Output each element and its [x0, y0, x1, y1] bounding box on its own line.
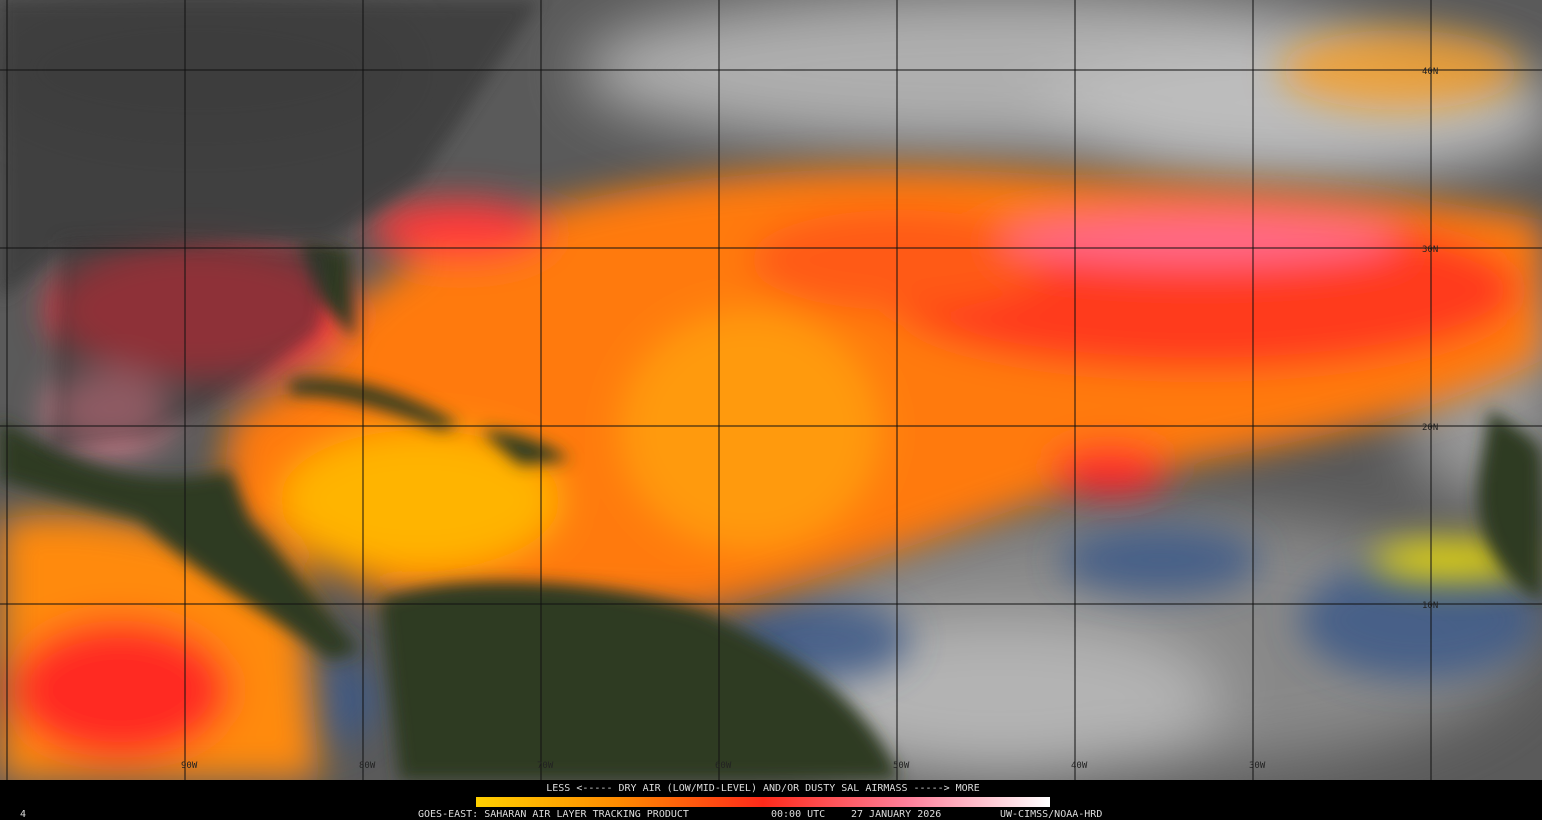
latitude-label: 40N [1422, 67, 1438, 77]
latitude-label: 30N [1422, 245, 1438, 255]
longitude-label: 30W [1249, 761, 1266, 771]
date: 27 JANUARY 2026 [851, 809, 941, 820]
colorbar [476, 797, 1050, 807]
longitude-label: 60W [715, 761, 732, 771]
latitude-label: 10N [1422, 601, 1438, 611]
longitude-label: 50W [893, 761, 910, 771]
longitude-label: 80W [359, 761, 376, 771]
latitude-label: 20N [1422, 423, 1438, 433]
graticule-labels: 90W 80W 70W 60W 50W 40W 30W 40N 30N 20N 10N [181, 67, 1438, 771]
longitude-label: 40W [1071, 761, 1088, 771]
legend-caption: LESS <----- DRY AIR (LOW/MID-LEVEL) AND/… [546, 783, 979, 794]
product-name: GOES-EAST: SAHARAN AIR LAYER TRACKING PR… [418, 809, 689, 820]
time: 00:00 UTC [771, 809, 825, 820]
graticule [0, 0, 1542, 780]
imagery [0, 0, 1542, 780]
credit: UW-CIMSS/NOAA-HRD [1000, 809, 1102, 820]
frame-number: 4 [20, 809, 26, 820]
longitude-label: 70W [537, 761, 554, 771]
longitude-label: 90W [181, 761, 198, 771]
